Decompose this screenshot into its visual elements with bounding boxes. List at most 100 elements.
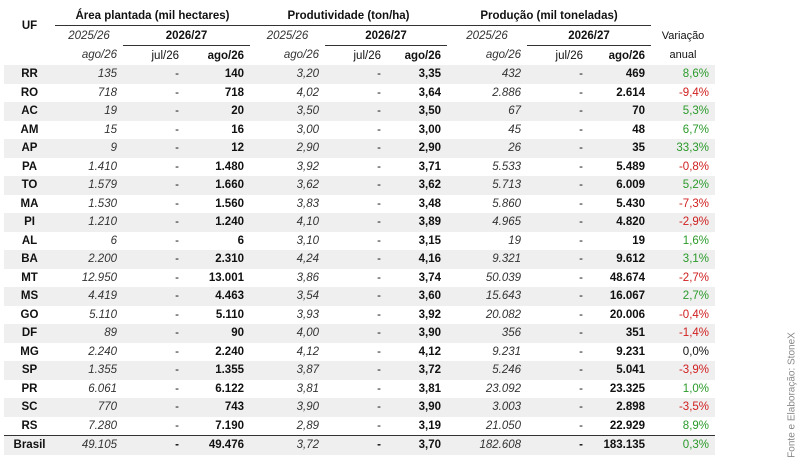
cell: 770: [55, 398, 123, 417]
cell: 718: [224, 86, 244, 99]
cell: 19: [508, 234, 522, 247]
cell: -: [325, 139, 387, 158]
cell: 3,50: [387, 102, 448, 121]
total-row: Brasil 49.105-49.476 3,72-3,70 182.608-183.…: [4, 435, 716, 455]
cell: 3,50: [250, 102, 325, 121]
state: MS: [4, 287, 55, 306]
blank: [4, 46, 55, 66]
cell: 5.110: [89, 308, 117, 321]
cell: 135: [55, 65, 123, 84]
data-row: PR 6.061 - 6.122 3,81 - 3,81 23.092 - 23.325 1,0%: [4, 380, 715, 399]
cell: 70: [589, 102, 652, 121]
cell: 48: [632, 123, 646, 136]
cell: 9.231: [616, 345, 646, 358]
cell: 4.463: [185, 287, 250, 306]
cell: 2.886: [492, 86, 522, 99]
state: RR: [4, 65, 55, 84]
cell: -: [175, 308, 179, 321]
cell: 469: [589, 65, 652, 84]
cell: 8,9%: [682, 419, 710, 432]
cell: 15.643: [447, 287, 528, 306]
cell: 9: [55, 139, 123, 158]
source-note: Fonte e Elaboração: StoneX: [786, 332, 798, 458]
cell: 7.190: [215, 419, 244, 432]
cell: 4.820: [589, 213, 652, 232]
cell: 1.660: [185, 176, 250, 195]
cell: -: [527, 250, 590, 269]
cell: 6.122: [215, 382, 244, 395]
cell: 16: [231, 123, 244, 136]
data-row: SC 770-743 3,90-3,90 3.003-2.898 -3,5%: [4, 398, 716, 417]
cell: 4,12: [296, 345, 319, 358]
cell: -: [377, 345, 381, 358]
cell: 3,20: [250, 65, 325, 84]
cell: -: [579, 382, 584, 395]
cell: 6.009: [589, 176, 652, 195]
month-header: jul/26: [555, 49, 584, 62]
cell: 3,89: [387, 213, 448, 232]
cell: 4,10: [250, 213, 325, 232]
month-header: ago/26: [485, 49, 522, 62]
cell: -: [527, 102, 590, 121]
header-row: UF Área plantada (mil hectares) Produtivid…: [4, 6, 715, 61]
cell: -: [123, 139, 185, 158]
cell: 3,00: [296, 123, 319, 136]
cell: 3,60: [387, 287, 448, 306]
cell: -: [325, 324, 387, 343]
cell: 718: [97, 86, 117, 99]
cell: -: [123, 398, 185, 417]
cell: 15: [104, 123, 117, 136]
cell: -: [377, 419, 381, 432]
cell: 3,70: [387, 435, 448, 455]
cell: -: [123, 287, 185, 306]
cell: 5.041: [589, 361, 652, 380]
cell: 3,72: [250, 435, 325, 455]
data-row: AP 9-12 2,90-2,90 26-35 33,3%: [4, 139, 716, 158]
cell: -9,4%: [678, 86, 710, 99]
cell: 6.061: [88, 382, 117, 395]
cell: 9.231: [492, 345, 522, 358]
cell: 16.067: [589, 287, 652, 306]
cell: -1,4%: [651, 324, 716, 343]
cell: -: [175, 419, 179, 432]
cell: 20.082: [485, 308, 522, 321]
cell: 182.608: [447, 435, 528, 455]
cell: 89: [55, 324, 123, 343]
cell: 50.039: [485, 271, 522, 284]
cell: 4,12: [418, 345, 442, 358]
data-row: AL 6 - 6 3,10 - 3,15 19 - 19 1,6%: [4, 232, 715, 251]
month-header: jul/26: [151, 49, 180, 62]
cell: -: [325, 435, 387, 455]
state: PR: [21, 382, 38, 395]
cell: -: [377, 271, 381, 284]
state: PA: [21, 160, 38, 173]
cell: 1.240: [185, 213, 250, 232]
cell: 6: [110, 234, 117, 247]
curr-year: 2026/27: [527, 25, 652, 46]
cell: 7.280: [88, 419, 117, 432]
cell: -: [325, 287, 387, 306]
cell: -: [377, 123, 381, 136]
cell: -: [377, 197, 381, 210]
cell: -: [175, 123, 179, 136]
cell: -: [123, 324, 185, 343]
header-row: 2025/26 2026/27 2025/26 2026/27 2025/26 2026/…: [4, 25, 715, 46]
cell: -: [527, 176, 590, 195]
cell: 2.898: [589, 398, 652, 417]
cell: -: [175, 197, 179, 210]
cell: 3,92: [296, 160, 319, 173]
cell: 1.355: [185, 361, 250, 380]
cell: 1.579: [55, 176, 123, 195]
cell: -: [579, 234, 584, 247]
cell: 4,16: [387, 250, 448, 269]
cell: -: [527, 287, 590, 306]
cell: -: [579, 419, 584, 432]
data-row: RO 718 - 718 4,02 - 3,64 2.886 - 2.614 -9,4%: [4, 84, 715, 103]
cell: 3,48: [418, 197, 442, 210]
data-row: TO 1.579-1.660 3,62-3,62 5.713-6.009 5,2%: [4, 176, 716, 195]
variation-header: Variação anual: [661, 30, 705, 61]
cell: 22.929: [609, 419, 646, 432]
data-row: MG 2.240 - 2.240 4,12 - 4,12 9.231 - 9.231 0,0%: [4, 343, 715, 362]
cell: -: [325, 250, 387, 269]
